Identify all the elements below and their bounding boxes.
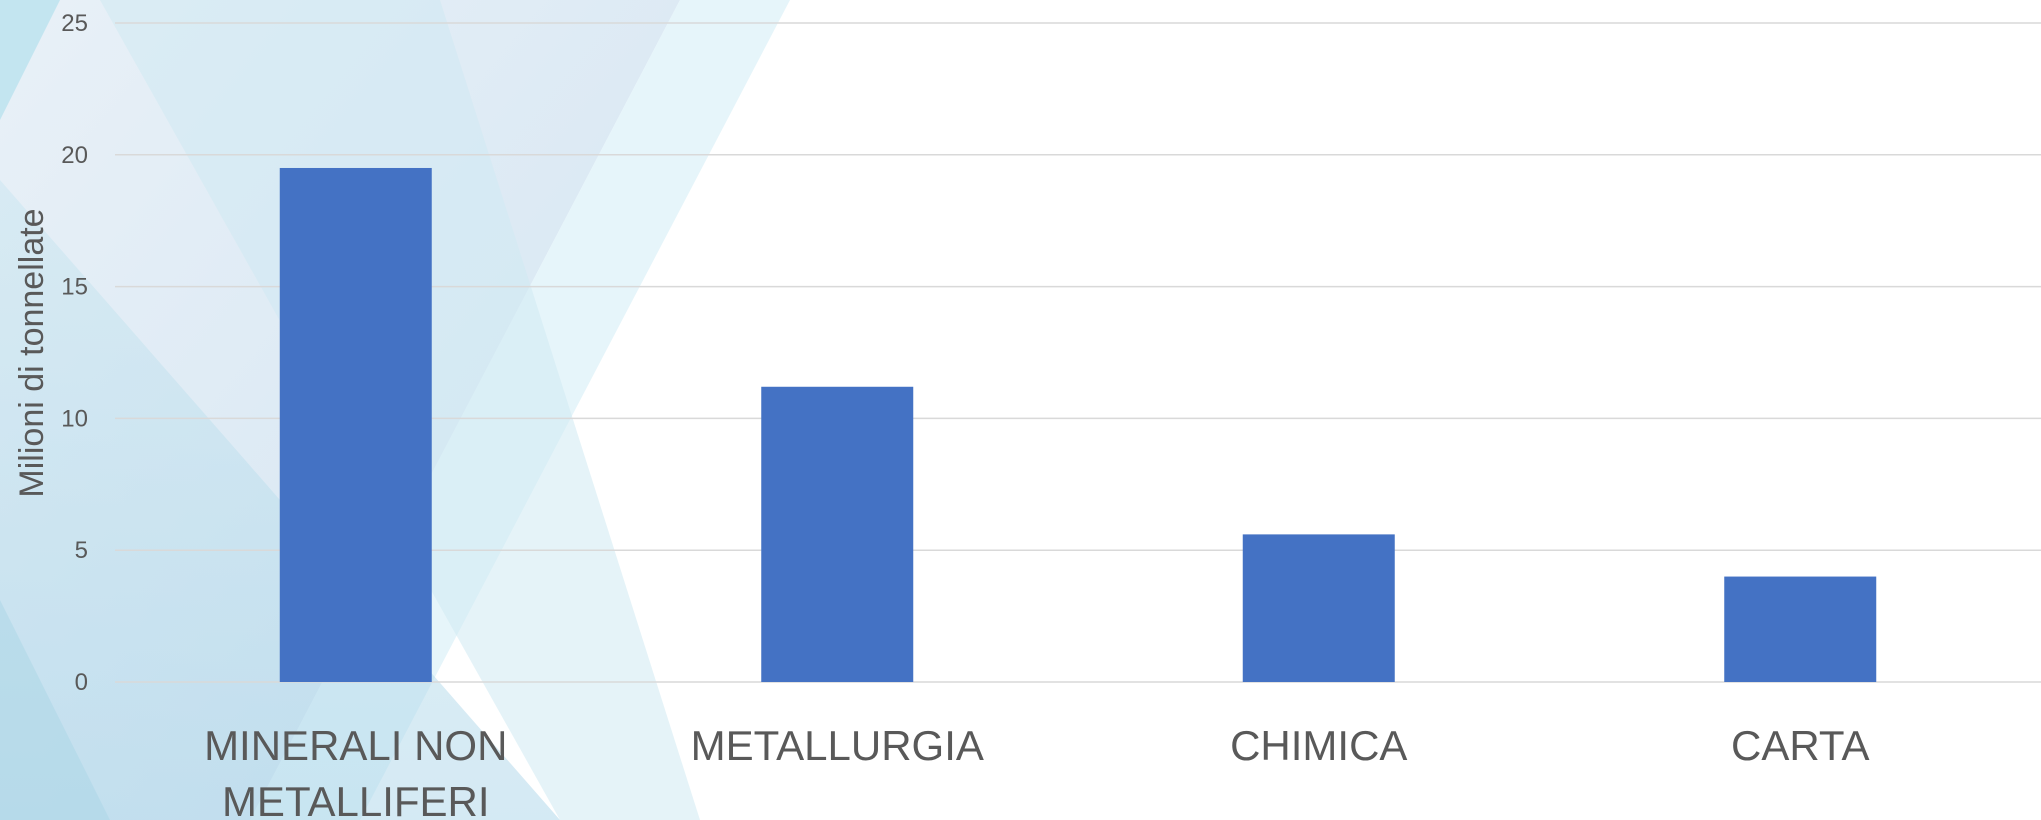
y-tick-label: 15 (61, 274, 88, 301)
y-axis-label: Milioni di tonnellate (13, 208, 51, 497)
y-tick-label: 25 (61, 10, 88, 37)
x-tick-label: CARTA (1731, 722, 1869, 769)
y-tick-label: 0 (75, 669, 88, 696)
y-axis-ticks: 0 5 10 15 20 25 (61, 10, 88, 696)
bar-3 (1724, 576, 1877, 682)
x-tick-label: METALLIFERI (222, 778, 490, 820)
bars (279, 167, 1877, 683)
bar-1 (761, 386, 914, 682)
y-tick-label: 20 (61, 142, 88, 169)
x-tick-label: CHIMICA (1230, 722, 1407, 769)
bar-0 (279, 167, 432, 683)
x-tick-label: METALLURGIA (691, 722, 984, 769)
bar-2 (1242, 534, 1395, 682)
gridlines (115, 22, 2041, 683)
y-tick-label: 5 (75, 537, 88, 564)
x-axis-labels: MINERALI NON METALLIFERI METALLURGIA CHIMIC… (204, 722, 1869, 820)
y-tick-label: 10 (61, 405, 88, 432)
x-tick-label: MINERALI NON (204, 722, 507, 769)
